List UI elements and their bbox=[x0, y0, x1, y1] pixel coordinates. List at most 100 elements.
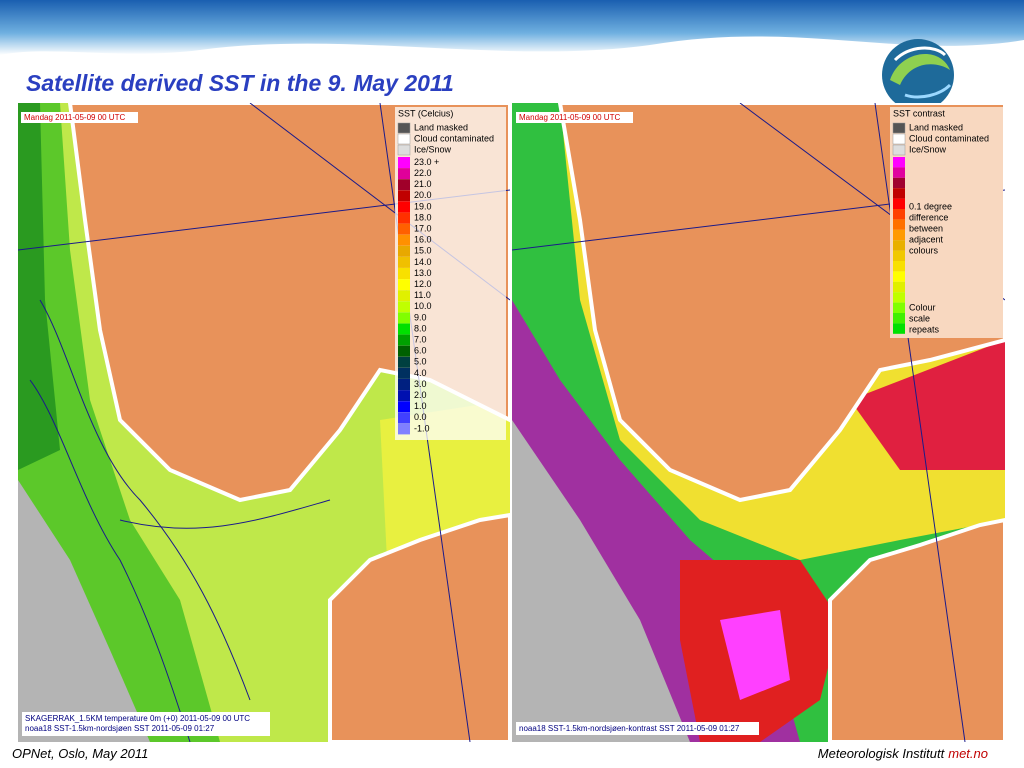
header-wave bbox=[0, 0, 1024, 55]
scale-label: 20.0 bbox=[414, 190, 432, 200]
scale-swatch bbox=[893, 261, 905, 272]
legend-note: scale bbox=[909, 313, 930, 323]
scale-swatch bbox=[398, 179, 410, 191]
footer-org: Meteorologisk Institutt met.no bbox=[818, 746, 988, 761]
scale-swatch bbox=[398, 190, 410, 202]
scale-swatch bbox=[398, 379, 410, 390]
scale-swatch bbox=[398, 290, 410, 302]
legend-swatch bbox=[892, 122, 906, 134]
timestamp-box bbox=[516, 112, 633, 123]
legend-swatch bbox=[397, 122, 411, 134]
scale-swatch bbox=[398, 223, 410, 235]
scale-swatch bbox=[398, 323, 410, 335]
scale-swatch bbox=[893, 281, 905, 293]
scale-swatch bbox=[398, 234, 410, 246]
scale-swatch bbox=[398, 157, 410, 168]
scale-swatch bbox=[893, 167, 905, 178]
timestamp-box bbox=[21, 112, 138, 123]
scale-label: 0.0 bbox=[414, 412, 427, 422]
scale-swatch bbox=[398, 401, 410, 413]
scale-swatch bbox=[398, 423, 410, 435]
legend-title: SST (Celcius) bbox=[398, 108, 453, 118]
scale-label: 23.0 + bbox=[414, 157, 439, 167]
legend-swatch bbox=[892, 144, 906, 156]
scale-swatch bbox=[398, 212, 410, 224]
scale-swatch bbox=[893, 313, 905, 324]
scale-label: 12.0 bbox=[414, 279, 432, 289]
contrast-map bbox=[512, 103, 1005, 742]
footer-text: OPNet, Oslo, May 2011 bbox=[12, 746, 149, 761]
scale-swatch bbox=[398, 356, 410, 368]
caption: noaa18 SST-1.5km-nordsjøen-kontrast SST … bbox=[519, 724, 740, 733]
scale-label: 6.0 bbox=[414, 346, 427, 356]
scale-label: 1.0 bbox=[414, 401, 427, 411]
caption-box bbox=[516, 722, 759, 735]
scale-swatch bbox=[398, 256, 410, 268]
legend-swatch bbox=[397, 144, 411, 156]
scale-label: 9.0 bbox=[414, 312, 427, 322]
scale-label: 14.0 bbox=[414, 257, 432, 267]
logo bbox=[882, 39, 954, 111]
scale-label: 7.0 bbox=[414, 334, 427, 344]
timestamp: Mandag 2011-05-09 00 UTC bbox=[24, 113, 125, 122]
scale-swatch bbox=[893, 157, 905, 168]
scale-swatch bbox=[893, 250, 905, 261]
legend-note: colours bbox=[909, 245, 939, 255]
timestamp: Mandag 2011-05-09 00 UTC bbox=[519, 113, 620, 122]
scale-swatch bbox=[893, 240, 905, 251]
legend-note: Colour bbox=[909, 302, 936, 312]
scale-swatch bbox=[893, 292, 905, 303]
scale-label: 19.0 bbox=[414, 201, 432, 211]
caption-box bbox=[22, 712, 270, 736]
scale-swatch bbox=[893, 302, 905, 313]
scale-swatch bbox=[398, 367, 410, 379]
scale-swatch bbox=[398, 345, 410, 357]
scale-swatch bbox=[893, 323, 905, 334]
scale-swatch bbox=[398, 334, 410, 346]
legend-note: repeats bbox=[909, 324, 940, 334]
scale-swatch bbox=[398, 245, 410, 257]
scale-label: 4.0 bbox=[414, 368, 427, 378]
legend-panel bbox=[890, 107, 1003, 338]
scale-label: 11.0 bbox=[414, 290, 431, 300]
legend-note: 0.1 degree bbox=[909, 201, 952, 211]
scale-label: 8.0 bbox=[414, 323, 427, 333]
org-name: Meteorologisk Institutt bbox=[817, 746, 945, 761]
scale-label: 10.0 bbox=[414, 301, 432, 311]
scale-swatch bbox=[893, 209, 905, 220]
scale-swatch bbox=[398, 279, 410, 291]
caption: SKAGERRAK_1.5KM temperature 0m (+0) 2011… bbox=[25, 714, 250, 723]
scale-swatch bbox=[893, 229, 905, 241]
scale-label: 21.0 bbox=[414, 179, 432, 189]
legend-label: Ice/Snow bbox=[909, 144, 947, 154]
scale-swatch bbox=[398, 301, 410, 313]
scale-swatch bbox=[893, 177, 905, 189]
scale-swatch bbox=[398, 412, 410, 424]
scale-label: 5.0 bbox=[414, 357, 427, 367]
legend-label: Land masked bbox=[909, 122, 963, 132]
scale-label: 17.0 bbox=[414, 223, 432, 233]
scale-label: 16.0 bbox=[414, 235, 432, 245]
legend-note: adjacent bbox=[909, 234, 944, 244]
legend-title: SST contrast bbox=[893, 108, 945, 118]
scale-swatch bbox=[893, 198, 905, 209]
legend-label: Cloud contaminated bbox=[414, 133, 494, 143]
scale-label: 15.0 bbox=[414, 246, 432, 256]
scale-swatch bbox=[398, 168, 410, 180]
legend-label: Land masked bbox=[414, 122, 468, 132]
scale-swatch bbox=[398, 268, 410, 279]
slide-title: Satellite derived SST in the 9. May 2011 bbox=[26, 70, 454, 96]
scale-swatch bbox=[398, 390, 410, 402]
scale-swatch bbox=[398, 312, 410, 324]
scale-swatch bbox=[893, 219, 905, 230]
legend-label: Cloud contaminated bbox=[909, 133, 989, 143]
legend-swatch bbox=[397, 133, 411, 145]
legend-swatch bbox=[892, 133, 906, 145]
scale-label: -1.0 bbox=[414, 423, 430, 433]
scale-label: 3.0 bbox=[414, 379, 427, 389]
legend-panel bbox=[395, 107, 506, 440]
org-site: met.no bbox=[948, 746, 988, 761]
scale-swatch bbox=[893, 188, 905, 199]
